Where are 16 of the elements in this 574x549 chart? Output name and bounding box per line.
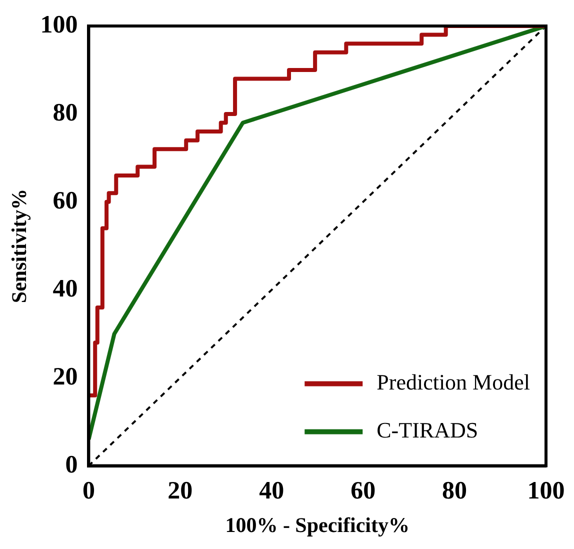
x-tick-label: 20 xyxy=(168,477,193,504)
x-tick-label: 60 xyxy=(350,477,376,504)
y-tick-label: 0 xyxy=(65,451,78,478)
y-axis-title: Sensitivity% xyxy=(7,188,32,304)
y-tick-label: 40 xyxy=(52,275,78,302)
legend-label: C-TIRADS xyxy=(376,418,478,443)
x-tick-label: 80 xyxy=(442,477,468,504)
y-tick-label: 100 xyxy=(40,11,78,38)
x-axis-title: 100% - Specificity% xyxy=(225,512,410,537)
legend-label: Prediction Model xyxy=(376,370,530,395)
y-tick-label: 60 xyxy=(52,187,78,214)
x-tick-label: 0 xyxy=(82,477,95,504)
x-tick-label: 40 xyxy=(259,477,284,504)
y-tick-label: 80 xyxy=(52,99,78,126)
y-tick-label: 20 xyxy=(52,363,78,390)
x-tick-label: 100 xyxy=(527,477,565,504)
